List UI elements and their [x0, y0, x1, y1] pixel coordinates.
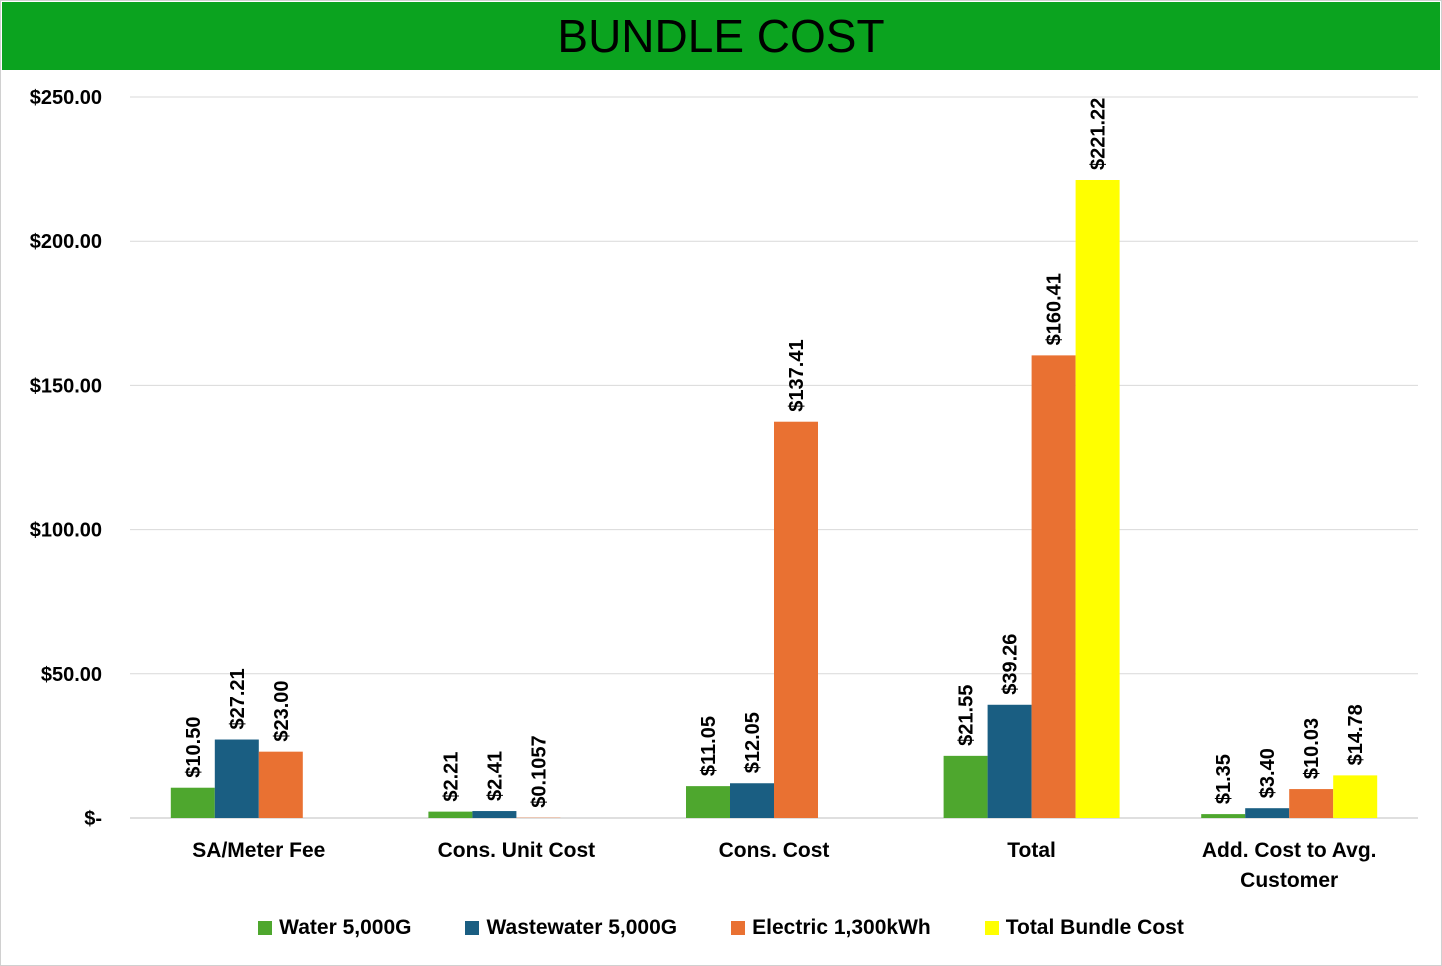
bar — [170, 787, 215, 818]
y-tick-label: $50.00 — [41, 664, 102, 686]
bar — [943, 755, 988, 818]
bar — [214, 739, 259, 818]
y-tick-label: $200.00 — [30, 231, 102, 253]
data-label: $137.41 — [786, 339, 808, 411]
legend-label: Wastewater 5,000G — [486, 916, 678, 939]
x-tick-label: Total — [1007, 839, 1056, 862]
bar — [258, 751, 303, 818]
x-tick-label: Cons. Unit Cost — [437, 839, 596, 862]
legend-item: Wastewater 5,000G — [465, 916, 677, 940]
data-label: $160.41 — [1044, 273, 1066, 345]
bar — [774, 421, 818, 818]
legend-item: Total Bundle Cost — [984, 916, 1184, 940]
bar — [987, 704, 1032, 818]
data-label: $221.22 — [1088, 98, 1110, 170]
data-label: $11.05 — [698, 716, 720, 776]
y-tick-label: $250.00 — [30, 87, 102, 109]
data-label: $27.21 — [227, 668, 249, 729]
bar — [1333, 775, 1378, 818]
bar — [730, 783, 774, 818]
bar — [428, 811, 473, 818]
data-label: $39.26 — [1000, 634, 1022, 695]
data-label: $2.41 — [484, 751, 506, 801]
bar — [1201, 814, 1246, 818]
x-tick-label: Cons. Cost — [718, 839, 830, 862]
y-tick-label: $150.00 — [30, 375, 102, 397]
y-tick-label: $- — [84, 808, 102, 830]
x-tick-label: Add. Cost to Avg. Customer — [1201, 839, 1377, 892]
data-label: $14.78 — [1345, 704, 1367, 765]
legend-label: Water 5,000G — [279, 916, 412, 939]
legend-swatch — [465, 921, 480, 935]
legend-swatch — [984, 921, 999, 935]
bar — [1245, 808, 1290, 818]
legend: Water 5,000G Wastewater 5,000G Electric 1,… — [0, 916, 1442, 940]
legend-item: Electric 1,300kWh — [731, 916, 931, 940]
chart-title: BUNDLE COST — [2, 2, 1440, 70]
data-label: $21.55 — [956, 685, 978, 746]
legend-label: Total Bundle Cost — [1005, 916, 1184, 939]
legend-item: Water 5,000G — [258, 916, 411, 940]
legend-label: Electric 1,300kWh — [752, 916, 931, 939]
data-label: $3.40 — [1257, 748, 1279, 798]
data-label: $2.21 — [440, 752, 462, 802]
bar — [1075, 180, 1120, 818]
bar — [1031, 355, 1076, 818]
data-label: $0.1057 — [528, 735, 550, 807]
legend-swatch — [731, 921, 746, 935]
data-label: $12.05 — [742, 712, 764, 773]
bar — [686, 786, 730, 818]
bar — [472, 811, 517, 818]
data-label: $23.00 — [271, 680, 293, 741]
data-label: $10.50 — [183, 717, 205, 778]
x-tick-label: SA/Meter Fee — [192, 839, 326, 862]
bar — [1289, 789, 1334, 818]
legend-swatch — [258, 921, 273, 935]
data-label: $1.35 — [1213, 754, 1235, 804]
y-tick-label: $100.00 — [30, 520, 102, 542]
data-label: $10.03 — [1301, 718, 1323, 779]
